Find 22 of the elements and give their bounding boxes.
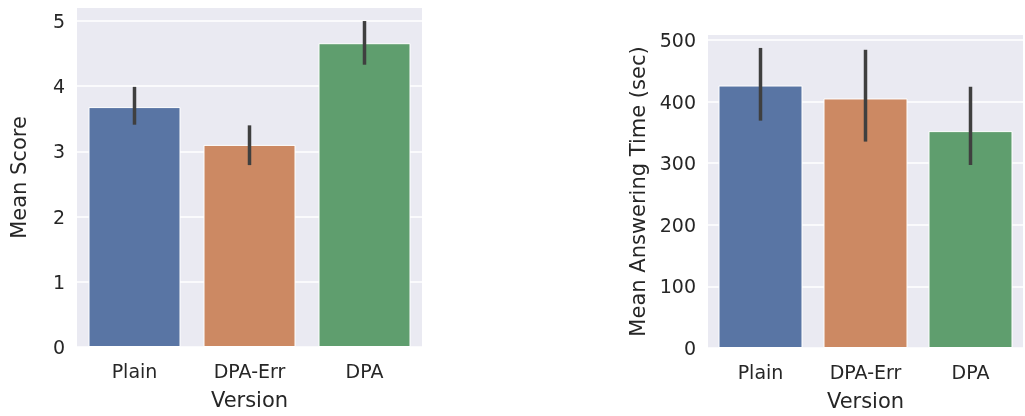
y-tick-label: 3: [52, 140, 65, 163]
y-axis-title: Mean Answering Time (sec): [626, 46, 651, 337]
y-tick-label: 1: [52, 270, 65, 293]
x-axis-title: Version: [210, 387, 289, 412]
y-tick-label: 4: [52, 75, 65, 98]
x-tick-label: DPA: [951, 360, 990, 383]
x-tick-label: Plain: [111, 359, 158, 382]
y-tick-label: 100: [659, 275, 696, 298]
y-tick-label: 200: [659, 213, 696, 236]
y-tick-label: 300: [659, 152, 696, 175]
y-tick-label: 400: [659, 90, 696, 113]
y-tick-label: 0: [52, 336, 65, 358]
x-tick-label: DPA-Err: [829, 360, 902, 383]
y-tick-label: 2: [52, 205, 65, 228]
x-tick-label: DPA: [345, 359, 384, 382]
x-tick-label: DPA-Err: [213, 359, 286, 382]
y-tick-label: 0: [683, 337, 696, 359]
x-tick-label: Plain: [737, 360, 784, 383]
y-tick-label: 5: [52, 10, 65, 33]
y-axis-title: Mean Score: [6, 116, 31, 239]
x-axis-title: Version: [826, 388, 905, 413]
y-tick-label: 500: [659, 28, 696, 51]
